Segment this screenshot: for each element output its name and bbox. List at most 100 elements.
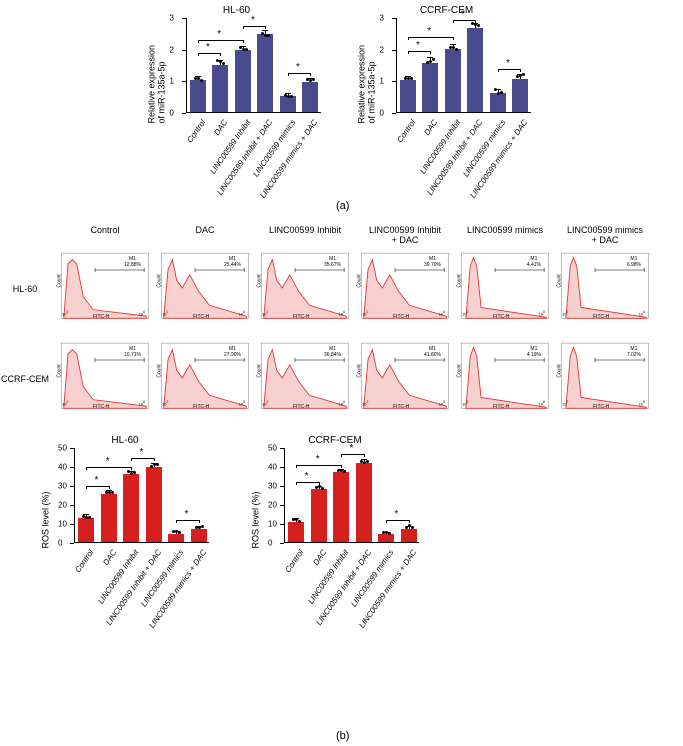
flow-header: LINC00599 Inhibit+ DAC <box>355 225 455 245</box>
bar <box>78 518 94 543</box>
significance-star: * <box>106 456 110 467</box>
data-point <box>522 73 525 76</box>
m1-gate-label: M112.88% <box>124 256 141 268</box>
flow-x-axis-label: FITC-H <box>393 314 409 320</box>
flow-y-axis-label: Count <box>57 364 63 377</box>
bar <box>190 80 206 112</box>
data-point <box>156 463 159 466</box>
bar <box>123 474 139 542</box>
m1-gate-label: M141.80% <box>424 346 441 358</box>
flow-x-axis-label: FITC-H <box>93 404 109 410</box>
panel-b: ControlDACLINC00599 InhibitLINC00599 Inh… <box>0 225 683 613</box>
data-point <box>200 79 203 82</box>
data-point <box>411 526 414 529</box>
m1-gate-label: M14.19% <box>527 346 541 358</box>
flow-x-axis-label: FITC-H <box>493 404 509 410</box>
flow-cytometry-plot: M14.19%CountFITC-H102106 <box>455 338 555 420</box>
bar <box>257 34 273 112</box>
y-axis-label: Relative expressionof miR-135a-5p <box>147 28 167 123</box>
bar <box>401 529 417 542</box>
error-bar <box>409 527 410 529</box>
data-point <box>500 91 503 94</box>
data-point <box>321 487 324 490</box>
flow-cytometry-plot: M112.88%CountFITC-H102106 <box>55 248 155 330</box>
flow-row-label: HL-60 <box>0 284 55 294</box>
plot-area: **** <box>74 448 209 543</box>
significance-bracket <box>176 520 199 521</box>
error-cap <box>262 30 268 31</box>
significance-star: * <box>461 9 465 20</box>
m1-gate-label: M136.84% <box>324 346 341 358</box>
plot-area: **** <box>396 18 531 113</box>
significance-bracket <box>198 53 221 54</box>
flow-y-axis-label: Count <box>157 274 163 287</box>
bar <box>333 472 349 542</box>
flow-cytometry-plot: M14.41%CountFITC-H102106 <box>455 248 555 330</box>
significance-bracket <box>296 465 341 466</box>
flow-row: HL-60M112.88%CountFITC-H102106M125.44%Co… <box>0 248 683 330</box>
flow-header: LINC00599 mimics+ DAC <box>555 225 655 245</box>
flow-cytometry-plot: M136.84%CountFITC-H102106 <box>255 338 355 420</box>
significance-bracket <box>341 454 364 455</box>
data-point <box>245 48 248 51</box>
y-axis-label: ROS level (%) <box>40 453 50 548</box>
panel-b-label: (b) <box>336 730 349 742</box>
flow-cytometry-plot: M135.67%CountFITC-H102106 <box>255 248 355 330</box>
significance-bracket <box>198 40 243 41</box>
data-point <box>312 78 315 81</box>
significance-bracket <box>86 467 131 468</box>
flow-x-axis-label: FITC-H <box>493 314 509 320</box>
chart-hl60-expression: HL-60Relative expressionof miR-135a-5p01… <box>152 5 322 200</box>
flow-y-axis-label: Count <box>257 274 263 287</box>
flow-y-axis-label: Count <box>457 364 463 377</box>
panel-a-label: (a) <box>336 200 349 212</box>
bar <box>101 494 117 542</box>
significance-bracket <box>131 458 154 459</box>
data-point <box>290 95 293 98</box>
flow-row: CCRF-CEMM110.71%CountFITC-H102106M127.90… <box>0 338 683 420</box>
plot-area: **** <box>186 18 321 113</box>
significance-bracket <box>288 73 311 74</box>
flow-cytometry-plot: M16.98%CountFITC-H102106 <box>555 248 655 330</box>
significance-star: * <box>427 26 431 37</box>
bar <box>191 529 207 542</box>
data-point <box>494 88 497 91</box>
bar <box>467 28 483 112</box>
significance-star: * <box>395 509 399 520</box>
bar <box>288 522 304 542</box>
m1-gate-label: M127.90% <box>224 346 241 358</box>
flow-y-axis-label: Count <box>557 274 563 287</box>
chart-ccrfcem-ros: CCRF-CEMROS level (%)01020304050****Cont… <box>250 435 420 613</box>
flow-x-axis-label: FITC-H <box>193 404 209 410</box>
significance-bracket <box>408 51 431 52</box>
flow-x-axis-label: FITC-H <box>193 314 209 320</box>
flow-y-axis-label: Count <box>57 274 63 287</box>
flow-y-axis-label: Count <box>457 274 463 287</box>
flow-y-axis-label: Count <box>557 364 563 377</box>
data-point <box>150 465 153 468</box>
data-point <box>410 77 413 80</box>
flow-x-axis-label: FITC-H <box>393 404 409 410</box>
flow-x-axis-label: FITC-H <box>293 314 309 320</box>
significance-bracket <box>453 20 476 21</box>
bar <box>445 49 461 112</box>
flow-x-axis-label: FITC-H <box>593 404 609 410</box>
flow-header: LINC00599 Inhibit <box>255 225 355 245</box>
y-axis-label: ROS level (%) <box>250 453 260 548</box>
significance-star: * <box>140 447 144 458</box>
data-point <box>432 58 435 61</box>
flow-cytometry-plot: M110.71%CountFITC-H102106 <box>55 338 155 420</box>
bar <box>512 79 528 112</box>
flow-header: DAC <box>155 225 255 245</box>
bar <box>378 534 394 542</box>
significance-star: * <box>316 454 320 465</box>
bar <box>168 534 184 542</box>
m1-gate-label: M125.44% <box>224 256 241 268</box>
flow-cytometry-plot: M127.90%CountFITC-H102106 <box>155 338 255 420</box>
m1-gate-label: M17.02% <box>627 346 641 358</box>
significance-bracket <box>386 520 409 521</box>
bar <box>302 82 318 112</box>
m1-gate-label: M16.98% <box>627 256 641 268</box>
significance-star: * <box>185 509 189 520</box>
flow-y-axis-label: Count <box>257 364 263 377</box>
